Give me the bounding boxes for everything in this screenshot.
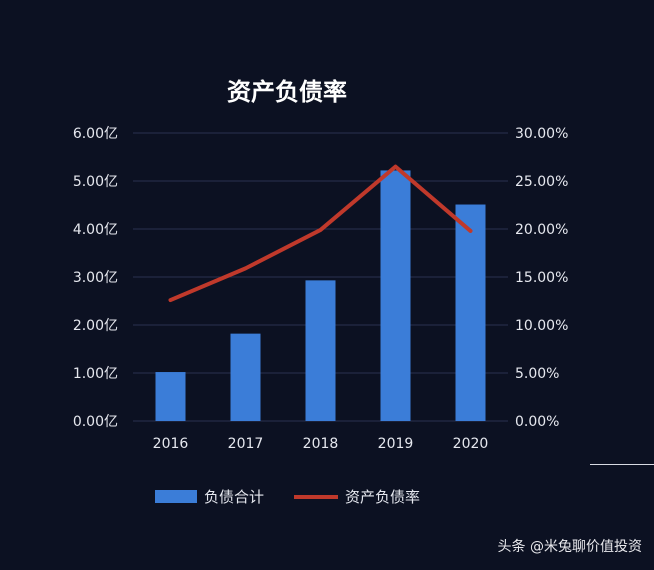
legend: 负债合计 资产负债率 [155, 488, 420, 506]
y-right-tick-label: 15.00% [515, 270, 568, 286]
legend-label-line: 资产负债率 [345, 488, 420, 506]
chart-title: 资产负债率 [227, 78, 347, 106]
y-left-tick-label: 2.00亿 [73, 318, 118, 334]
legend-label-bar: 负债合计 [204, 488, 264, 506]
legend-swatch-bar [155, 490, 197, 503]
x-axis: 2016 2017 2018 2019 2020 [153, 436, 489, 452]
x-tick-label: 2016 [153, 436, 189, 452]
y-left-tick-label: 5.00亿 [73, 174, 118, 190]
y-right-tick-label: 30.00% [515, 126, 568, 142]
x-tick-label: 2020 [453, 436, 489, 452]
x-tick-label: 2017 [228, 436, 264, 452]
y-axis-left: 0.00亿 1.00亿 2.00亿 3.00亿 4.00亿 5.00亿 6.00亿 [73, 126, 118, 430]
line-series-debt-ratio [168, 164, 473, 303]
bar-2018 [305, 280, 336, 421]
y-axis-right: 0.00% 5.00% 10.00% 15.00% 20.00% 25.00% 30.00% [515, 126, 568, 430]
y-right-tick-label: 10.00% [515, 318, 568, 334]
bars-group [155, 170, 486, 421]
y-right-tick-label: 0.00% [515, 414, 559, 430]
y-left-tick-label: 6.00亿 [73, 126, 118, 142]
y-right-tick-label: 25.00% [515, 174, 568, 190]
x-tick-label: 2018 [303, 436, 339, 452]
bar-2019 [380, 170, 411, 421]
y-left-tick-label: 4.00亿 [73, 222, 118, 238]
line-group [168, 164, 473, 303]
bar-2016 [155, 372, 186, 421]
x-tick-label: 2019 [378, 436, 414, 452]
y-left-tick-label: 0.00亿 [73, 414, 118, 430]
y-left-tick-label: 1.00亿 [73, 366, 118, 382]
y-right-tick-label: 5.00% [515, 366, 559, 382]
y-left-tick-label: 3.00亿 [73, 270, 118, 286]
corner-divider [590, 464, 654, 465]
bar-2017 [230, 333, 261, 421]
watermark: 头条 @米兔聊价值投资 [497, 539, 642, 555]
y-right-tick-label: 20.00% [515, 222, 568, 238]
bar-2020 [455, 204, 486, 421]
